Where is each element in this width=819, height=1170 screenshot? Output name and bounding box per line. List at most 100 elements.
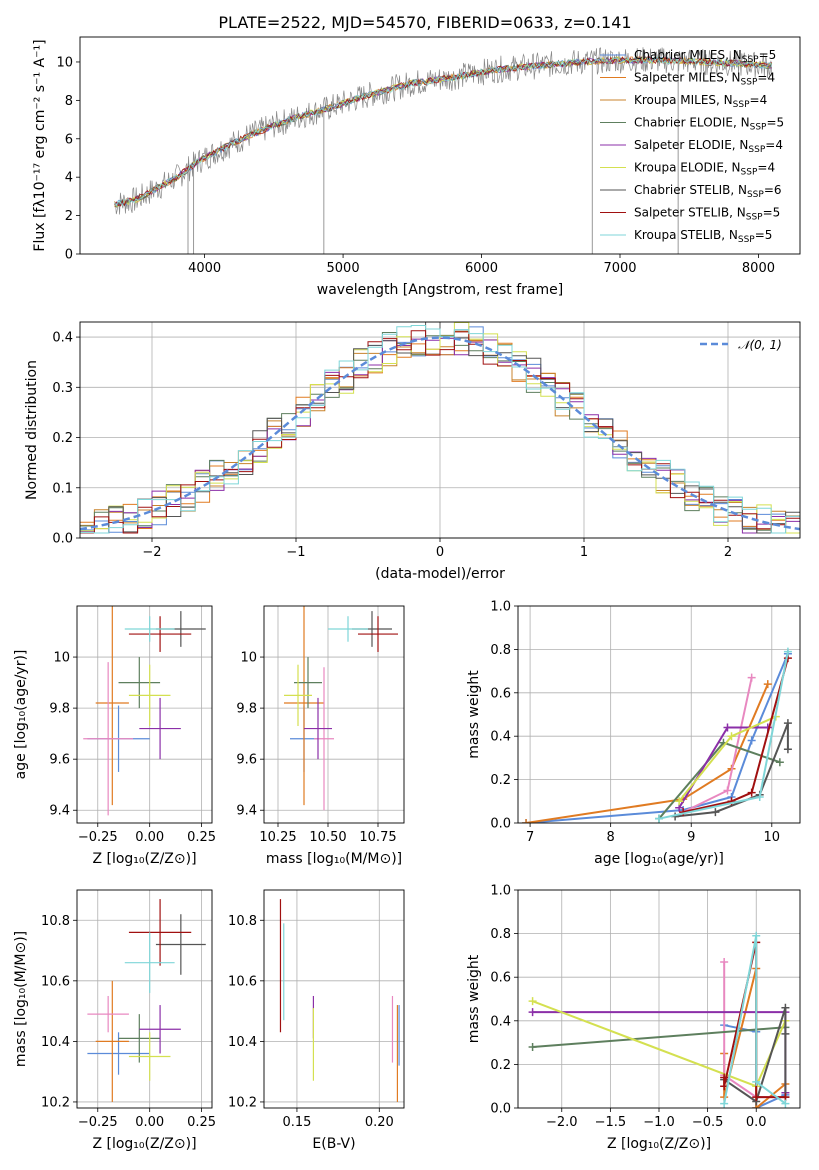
mass_vs_ebv-frame — [263, 889, 405, 1109]
x-axis-label: wavelength [Angstrom, rest frame] — [317, 282, 563, 298]
series-marker — [723, 723, 732, 732]
y-tick-label: 0.0 — [52, 532, 73, 547]
spectrum-axes: 4000 5000 6000 7000 8000 0 2 4 6 8 10 wavelength [A… — [32, 39, 775, 298]
y-tick-label: 0.4 — [490, 730, 511, 745]
mass_weight_vs_age-axes: 7 8 9 10 0.0 0.2 0.4 0.6 0.8 1.0 age [log₁₀(age/yr… — [466, 600, 800, 867]
mass_weight_vs_Z-frame — [517, 889, 801, 1109]
y-tick-label: 10 — [53, 651, 70, 666]
age_vs_Z-plot — [83, 606, 206, 816]
y-tick-label: 6 — [65, 132, 73, 147]
x-tick-label: −0.25 — [78, 830, 118, 845]
series-marker — [752, 1093, 761, 1102]
y-axis-label: age [log₁₀(age/yr)] — [13, 650, 29, 780]
y-tick-label: 0.4 — [490, 1014, 511, 1029]
series-marker — [783, 647, 792, 656]
series-line — [525, 683, 769, 823]
series-line — [723, 935, 786, 1105]
series-marker — [727, 732, 736, 741]
series-line — [532, 1026, 786, 1048]
legend-label: Chabrier MILES, NSSP=5 — [634, 48, 776, 65]
x-tick-label: −0.5 — [692, 1115, 724, 1130]
histogram-step-line — [80, 330, 800, 534]
y-tick-label: 0 — [65, 248, 73, 263]
x-tick-label: 8000 — [742, 261, 775, 276]
spectrum-model-line — [114, 56, 773, 207]
x-tick-label: 0.25 — [187, 830, 216, 845]
series-marker — [775, 758, 784, 767]
spectrum-marks — [114, 47, 773, 254]
y-tick-label: 9.6 — [236, 753, 257, 768]
x-tick-label: 5000 — [327, 261, 360, 276]
mass_weight_vs_age-plot — [522, 647, 792, 823]
y-tick-label: 0.6 — [490, 971, 511, 986]
series-marker — [675, 797, 684, 806]
y-tick-label: 9.6 — [49, 753, 70, 768]
x-tick-label: 0 — [436, 545, 444, 560]
x-tick-label: −1.5 — [595, 1115, 627, 1130]
mass_vs_Z-frame — [76, 889, 213, 1109]
mass_vs_ebv-axes: 0.15 0.20 10.2 10.4 10.6 10.8 E(B-V) — [228, 890, 404, 1152]
x-tick-label: 10.25 — [259, 830, 296, 845]
x-axis-label: age [log₁₀(age/yr)] — [594, 851, 724, 867]
x-axis-label: E(B-V) — [312, 1136, 355, 1152]
y-axis-label: Normed distribution — [24, 360, 40, 500]
y-tick-label: 0.0 — [490, 1102, 511, 1117]
series-marker — [528, 1042, 537, 1051]
x-tick-label: 9 — [687, 830, 695, 845]
y-tick-label: 9.8 — [236, 702, 257, 717]
y-tick-label: 10 — [240, 651, 257, 666]
y-axis-label: mass weight — [466, 954, 482, 1043]
y-tick-label: 10.4 — [228, 1035, 257, 1050]
y-tick-label: 10.4 — [41, 1035, 70, 1050]
age_vs_mass-plot — [284, 606, 398, 811]
series-line — [723, 942, 786, 1099]
series-marker — [720, 1073, 729, 1082]
legend-label: Chabrier STELIB, NSSP=6 — [634, 183, 782, 200]
y-axis-label: Flux [fλ10⁻¹⁷ erg cm⁻² s⁻¹ A⁻¹] — [32, 39, 48, 251]
y-tick-label: 0.8 — [490, 643, 511, 658]
age_vs_Z-axes: −0.25 0.00 0.25 9.4 9.6 9.8 10 Z [log₁₀(Z/Z⊙)] a… — [13, 606, 216, 867]
y-axis-label: mass [log₁₀(M/M⊙)] — [13, 931, 29, 1067]
y-tick-label: 0.0 — [490, 817, 511, 832]
x-tick-label: 0.25 — [187, 1115, 216, 1130]
y-tick-label: 10.8 — [41, 914, 70, 929]
y-tick-label: 10.2 — [41, 1095, 70, 1110]
y-tick-label: 8 — [65, 94, 73, 109]
figure-title: PLATE=2522, MJD=54570, FIBERID=0633, z=0… — [218, 13, 631, 32]
series-marker — [755, 792, 764, 801]
residuals-frame — [79, 321, 801, 539]
y-tick-label: 0.3 — [52, 381, 73, 396]
spectrum-plot — [114, 47, 773, 254]
x-tick-label: 0.0 — [746, 1115, 767, 1130]
age_vs_Z-frame — [76, 605, 213, 824]
histogram-step-line — [80, 322, 800, 534]
x-tick-label: 8 — [607, 830, 615, 845]
x-tick-label: 0.15 — [282, 1115, 311, 1130]
y-tick-label: 10.2 — [228, 1095, 257, 1110]
y-tick-label: 1.0 — [490, 884, 511, 899]
x-tick-label: 10.75 — [359, 830, 396, 845]
series-marker — [711, 808, 720, 817]
age_vs_mass-marks — [284, 606, 398, 811]
x-tick-label: 4000 — [188, 261, 221, 276]
series-marker — [655, 814, 663, 823]
x-tick-label: 10 — [764, 830, 781, 845]
x-axis-label: Z [log₁₀(Z/Z⊙)] — [92, 1136, 196, 1152]
legend-label: Kroupa ELODIE, NSSP=4 — [634, 161, 775, 178]
age_vs_mass-frame — [263, 605, 405, 824]
x-tick-label: 0.00 — [135, 1115, 164, 1130]
age_vs_mass-axes: 10.25 10.50 10.75 9.4 9.6 9.8 10 mass [log₁₀(M/… — [236, 606, 404, 867]
histogram-step-line — [80, 325, 800, 534]
series-marker — [723, 786, 732, 795]
x-tick-label: 6000 — [465, 261, 498, 276]
y-tick-label: 0.8 — [490, 927, 511, 942]
y-tick-label: 9.8 — [49, 702, 70, 717]
y-tick-label: 2 — [65, 209, 73, 224]
y-tick-label: 9.4 — [49, 804, 70, 819]
y-tick-label: 9.4 — [236, 804, 257, 819]
mass_vs_ebv-marks — [279, 899, 400, 1102]
series-marker — [763, 680, 772, 689]
series-marker — [528, 1008, 537, 1017]
legend-label: Salpeter STELIB, NSSP=5 — [634, 206, 780, 223]
